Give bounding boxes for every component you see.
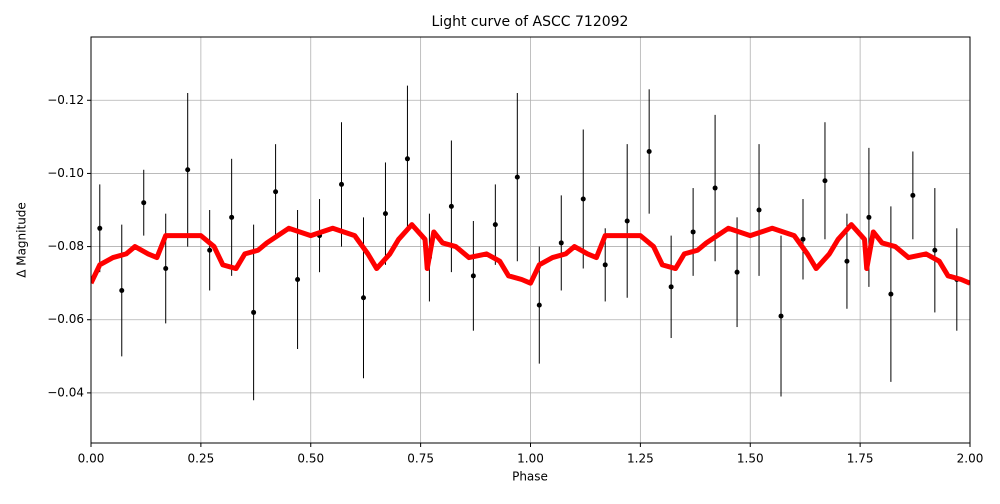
data-point [207,247,213,253]
data-point [119,287,125,293]
x-tick-label: 2.00 [957,452,984,466]
data-point [382,211,388,217]
plot-frame [90,36,971,444]
x-tick-label: 0.00 [78,452,105,466]
data-point [624,218,630,224]
data-point [360,295,366,301]
data-point [514,174,520,180]
data-point [668,284,674,290]
x-axis-label: Phase [512,470,548,484]
y-tick-label: −0.06 [47,312,84,326]
data-point [97,225,103,231]
data-point [229,214,235,220]
data-point [470,273,476,279]
data-point [404,156,410,162]
x-tick-label: 0.75 [407,452,434,466]
data-point [800,236,806,242]
data-point [866,214,872,220]
data-point [602,262,608,268]
data-point [141,200,147,206]
data-point [580,196,586,202]
data-point [844,258,850,264]
data-point [536,302,542,308]
data-point [690,229,696,235]
data-point [712,185,718,191]
y-tick-label: −0.04 [47,385,84,399]
data-point [822,178,828,184]
chart-title: Light curve of ASCC 712092 [432,14,629,30]
data-point [910,192,916,198]
y-tick-label: −0.08 [47,239,84,253]
data-point [778,313,784,319]
data-point [273,189,279,195]
data-point [756,207,762,213]
data-point [295,277,301,283]
x-tick-label: 0.50 [297,452,324,466]
data-point [448,203,454,209]
data-point [339,181,345,187]
x-tick-label: 1.75 [847,452,874,466]
y-tick-label: −0.12 [47,93,84,107]
data-point [932,247,938,253]
data-point [185,167,191,173]
x-tick-label: 0.25 [188,452,215,466]
y-tick-label: −0.10 [47,166,84,180]
x-tick-label: 1.25 [627,452,654,466]
binned-curve [91,222,970,286]
x-tick-label: 1.00 [517,452,544,466]
x-tick-label: 1.50 [737,452,764,466]
data-point [492,222,498,228]
data-point [558,240,564,246]
data-point [888,291,894,297]
data-point [251,309,257,315]
data-point [646,148,652,154]
data-point [734,269,740,275]
data-point [163,266,169,272]
y-axis-label: Δ Magnitude [15,202,29,278]
